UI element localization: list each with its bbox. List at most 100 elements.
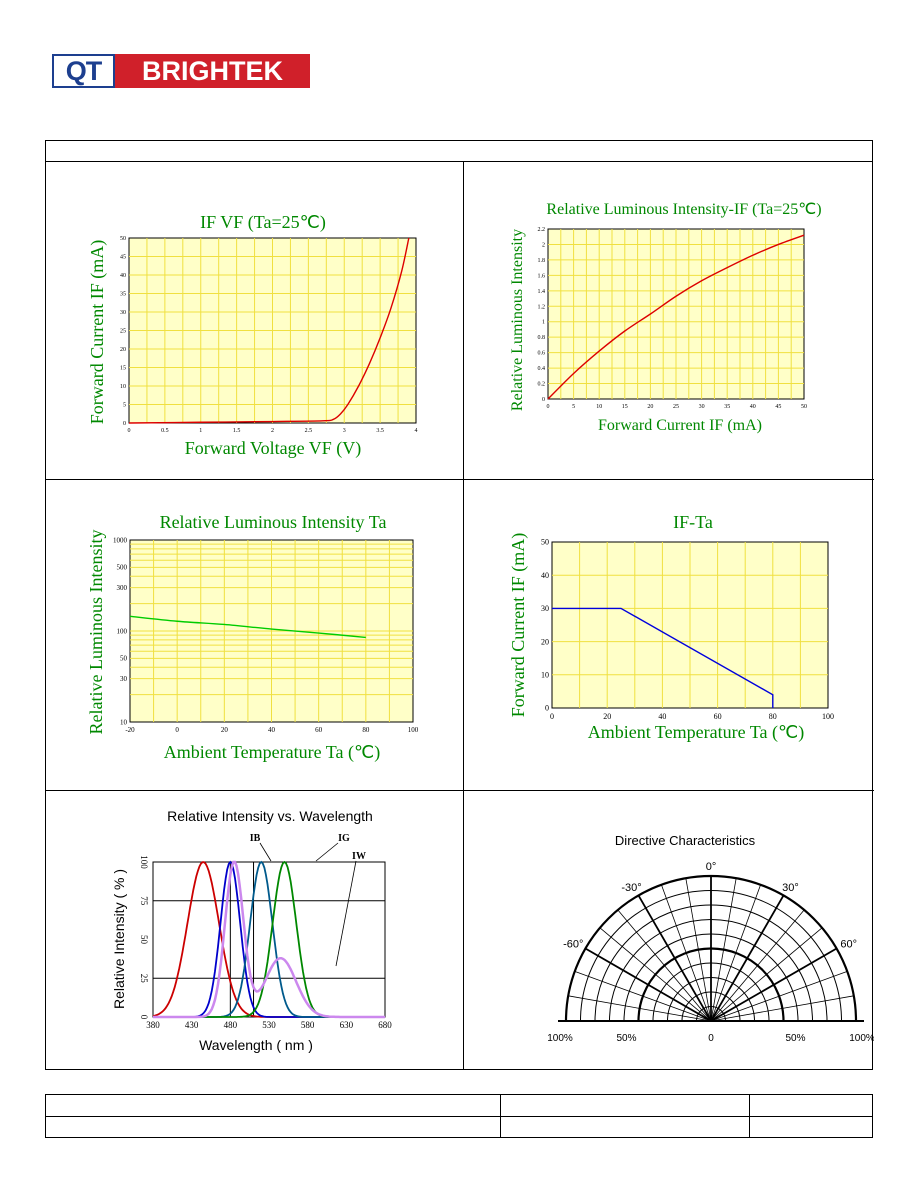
x-tick-label: 1.5	[233, 428, 241, 434]
y-tick-label: 1.4	[538, 289, 546, 295]
y-tick-label: 0	[545, 704, 549, 713]
footer-col-divider	[500, 1095, 501, 1137]
polar-spoke	[710, 971, 848, 1022]
x-tick-label: 0	[128, 428, 131, 434]
cell-directive: Directive Characteristics 0° 30° -30° 60° -6…	[464, 791, 874, 1070]
x-tick-label: 80	[769, 712, 777, 721]
y-tick-label: 50	[139, 935, 149, 945]
cell-intensity-if: Relative Luminous Intensity-IF (Ta=25℃) …	[464, 162, 874, 480]
angle-label: -60°	[563, 939, 583, 951]
chart-title: Relative Intensity vs. Wavelength	[167, 808, 373, 824]
charts-frame: IF VF (Ta=25℃) 0 0.5 1 1.5 2 2.5 3 3.5 4 0 5 10 15 20…	[45, 140, 874, 1070]
angle-label: 0°	[706, 861, 717, 873]
series-line	[547, 234, 805, 400]
y-tick-label: 10	[120, 384, 126, 390]
chart-if-vf: IF VF (Ta=25℃) 0 0.5 1 1.5 2 2.5 3 3.5 405101520…	[87, 212, 418, 459]
x-tick-label: 680	[378, 1020, 392, 1030]
y-axis-label: Forward Current IF (mA)	[508, 533, 529, 717]
y-axis-label: Relative Intensity ( % )	[111, 869, 127, 1009]
chart-intensity-if: Relative Luminous Intensity-IF (Ta=25℃) …	[509, 201, 822, 434]
y-tick-label: 0	[542, 397, 545, 403]
polar-spoke	[710, 884, 761, 1022]
y-tick-label: 1.8	[538, 258, 546, 264]
chart-if-ta: IF-Ta 0 20 40 60 80 100 0 10 20 30 40 50 Ambient Te…	[508, 512, 834, 743]
polar-spoke	[685, 878, 712, 1022]
chart-title: Relative Luminous Intensity-IF (Ta=25℃)	[546, 201, 821, 218]
y-tick-label: 1	[542, 320, 545, 326]
x-axis-label: Forward Voltage VF (V)	[185, 438, 362, 459]
x-tick-label: 60	[315, 726, 323, 734]
chart-intensity-ta: Relative Luminous Intensity Ta -20 0 20 40 6…	[86, 512, 419, 763]
series-line	[552, 607, 774, 708]
series-line	[153, 860, 385, 1019]
x-tick-label: 0	[547, 404, 550, 410]
x-tick-label: 630	[340, 1020, 354, 1030]
x-axis-label: Forward Current IF (mA)	[598, 417, 762, 434]
cell-intensity-ta: Relative Luminous Intensity Ta -20 0 20 40 6…	[46, 480, 464, 791]
radial-label: 100%	[547, 1033, 573, 1044]
x-tick-label: 25	[673, 404, 679, 410]
y-tick-label: 75	[139, 896, 149, 906]
y-tick-label: 0.8	[538, 335, 546, 341]
x-tick-label: 100	[822, 712, 834, 721]
y-tick-label: 0	[123, 421, 126, 427]
radial-label: 50%	[616, 1033, 636, 1044]
angle-label: -30°	[621, 882, 641, 894]
x-tick-label: 0	[175, 726, 179, 734]
x-tick-label: 4	[415, 428, 418, 434]
y-tick-label: 30	[541, 604, 549, 613]
polar-spoke	[710, 927, 823, 1022]
y-tick-label: 40	[120, 273, 126, 279]
y-tick-label: 100	[139, 855, 149, 869]
y-tick-label: 2.2	[538, 227, 546, 233]
y-tick-label: 35	[120, 292, 126, 298]
y-tick-label: 10	[120, 718, 128, 726]
chart-title: Directive Characteristics	[615, 833, 756, 848]
polar-spoke	[710, 995, 854, 1022]
x-axis-label: Wavelength ( nm )	[199, 1037, 313, 1053]
footer-col-divider	[749, 1095, 750, 1137]
x-tick-label: 50	[801, 404, 807, 410]
x-tick-label: 45	[775, 404, 781, 410]
polar-spoke	[574, 971, 712, 1022]
polar-spoke	[661, 884, 712, 1022]
series-line	[129, 615, 366, 639]
x-tick-label: 20	[647, 404, 653, 410]
y-tick-label: 500	[117, 564, 128, 572]
x-tick-label: 430	[185, 1020, 199, 1030]
polar-spoke	[568, 995, 712, 1022]
x-tick-label: 380	[146, 1020, 160, 1030]
logo-qt: QT	[52, 54, 115, 88]
y-tick-label: 0.2	[538, 382, 546, 388]
x-axis-label: Ambient Temperature Ta (℃)	[164, 742, 380, 763]
y-tick-label: 0.4	[538, 366, 546, 372]
x-tick-label: 40	[268, 726, 276, 734]
radial-label: 50%	[785, 1033, 805, 1044]
x-tick-label: 100	[408, 726, 419, 734]
x-tick-label: 20	[603, 712, 611, 721]
polar-spoke	[710, 878, 737, 1022]
y-tick-label: 20	[541, 637, 549, 646]
x-tick-label: 35	[724, 404, 730, 410]
logo-brightek: BRIGHTEK	[115, 54, 310, 88]
angle-label: 60°	[840, 939, 857, 951]
cell-if-vf: IF VF (Ta=25℃) 0 0.5 1 1.5 2 2.5 3 3.5 4 0 5 10 15 20…	[46, 162, 464, 480]
x-tick-label: 580	[301, 1020, 315, 1030]
x-tick-label: -20	[125, 726, 135, 734]
plot-marks: 380 430 480 530 580 630 680 0 25 50 75 100	[139, 842, 392, 1030]
series-line	[128, 237, 410, 424]
x-tick-label: 0.5	[161, 428, 169, 434]
polar-spoke	[710, 947, 838, 1022]
polar-spoke	[584, 947, 712, 1022]
frame-header	[46, 141, 872, 162]
y-tick-label: 100	[117, 627, 128, 635]
polar-spoke	[599, 927, 712, 1022]
polar-spoke	[637, 894, 712, 1022]
curve-label-leader	[259, 842, 272, 862]
curve-label-leader	[335, 860, 357, 967]
y-tick-label: 40	[541, 571, 549, 580]
x-axis-label: Ambient Temperature Ta (℃)	[588, 722, 804, 743]
angle-label: 30°	[782, 882, 799, 894]
chart-title: IF-Ta	[673, 512, 713, 532]
